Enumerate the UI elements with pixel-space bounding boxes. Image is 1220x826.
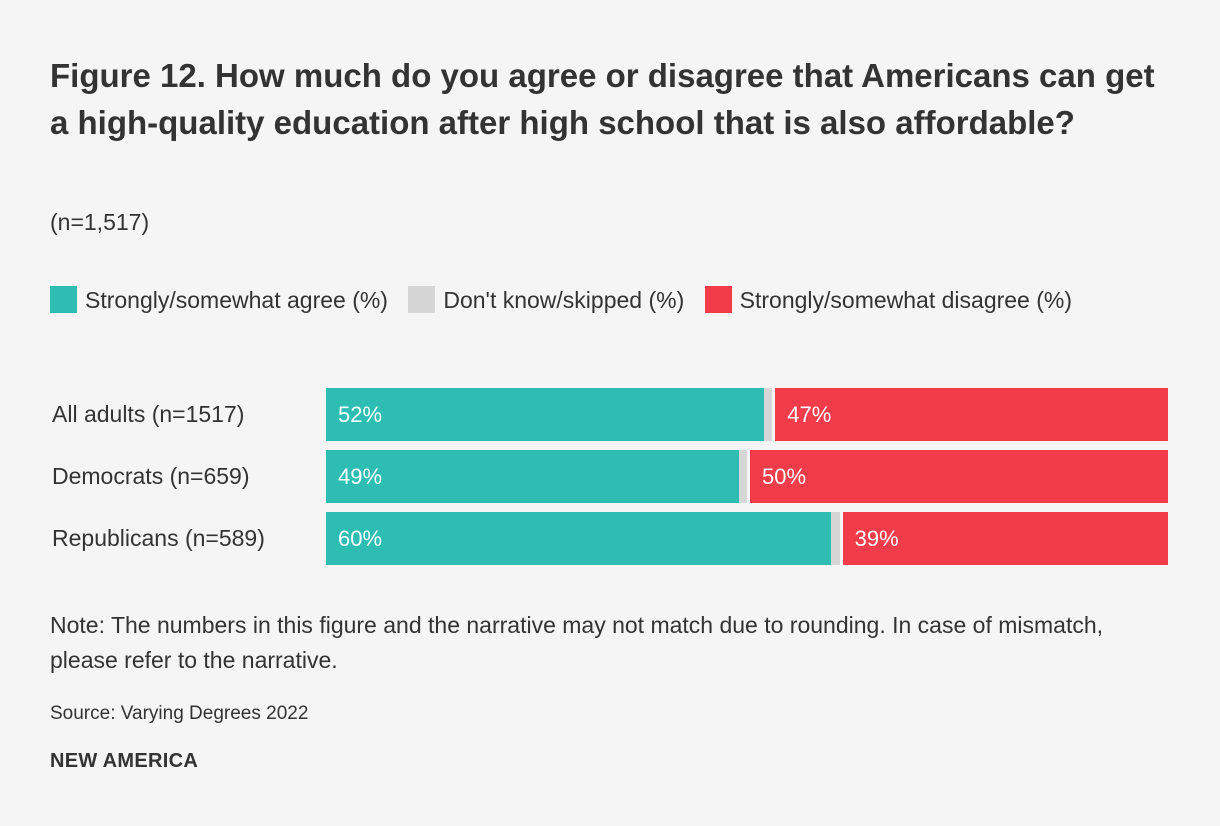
legend-swatch-dont-know: [408, 286, 436, 313]
legend-label-disagree: Strongly/somewhat disagree (%): [739, 287, 1073, 313]
bar-dont-know: [831, 512, 840, 565]
chart-title: Figure 12. How much do you agree or disa…: [50, 57, 1155, 141]
category-label: All adults (n=1517): [52, 401, 245, 427]
legend-swatch-agree: [50, 286, 77, 313]
bar-disagree: [842, 512, 1168, 565]
chart-subtitle: (n=1,517): [50, 209, 150, 235]
legend-item-dont-know: Don't know/skipped (%): [408, 286, 685, 313]
category-label: Democrats (n=659): [52, 463, 250, 489]
legend-item-agree: Strongly/somewhat agree (%): [50, 286, 388, 313]
brand-logo-text: NEW AMERICA: [50, 750, 199, 772]
chart-source: Source: Varying Degrees 2022: [50, 703, 309, 724]
data-label-disagree: 50%: [762, 464, 807, 489]
data-label-disagree: 39%: [854, 526, 899, 551]
data-label-agree: 60%: [338, 526, 383, 551]
data-label-agree: 52%: [338, 402, 383, 427]
chart-note: Note: The numbers in this figure and the…: [50, 612, 1104, 673]
legend-label-agree: Strongly/somewhat agree (%): [85, 287, 388, 313]
legend-item-disagree: Strongly/somewhat disagree (%): [704, 286, 1073, 313]
legend-label-dont-know: Don't know/skipped (%): [443, 287, 685, 313]
bar-disagree: [750, 450, 1168, 503]
bar-agree: [326, 388, 764, 441]
bar-disagree: [775, 388, 1168, 441]
bar-agree: [326, 450, 739, 503]
legend-swatch-disagree: [704, 286, 732, 313]
data-label-disagree: 47%: [787, 402, 832, 427]
bar-agree: [326, 512, 832, 565]
bar-dont-know: [738, 450, 747, 503]
bar-dont-know: [763, 388, 773, 441]
legend: Strongly/somewhat agree (%) Don't know/s…: [50, 280, 1160, 320]
data-label-agree: 49%: [338, 464, 383, 489]
category-label: Republicans (n=589): [52, 525, 265, 551]
